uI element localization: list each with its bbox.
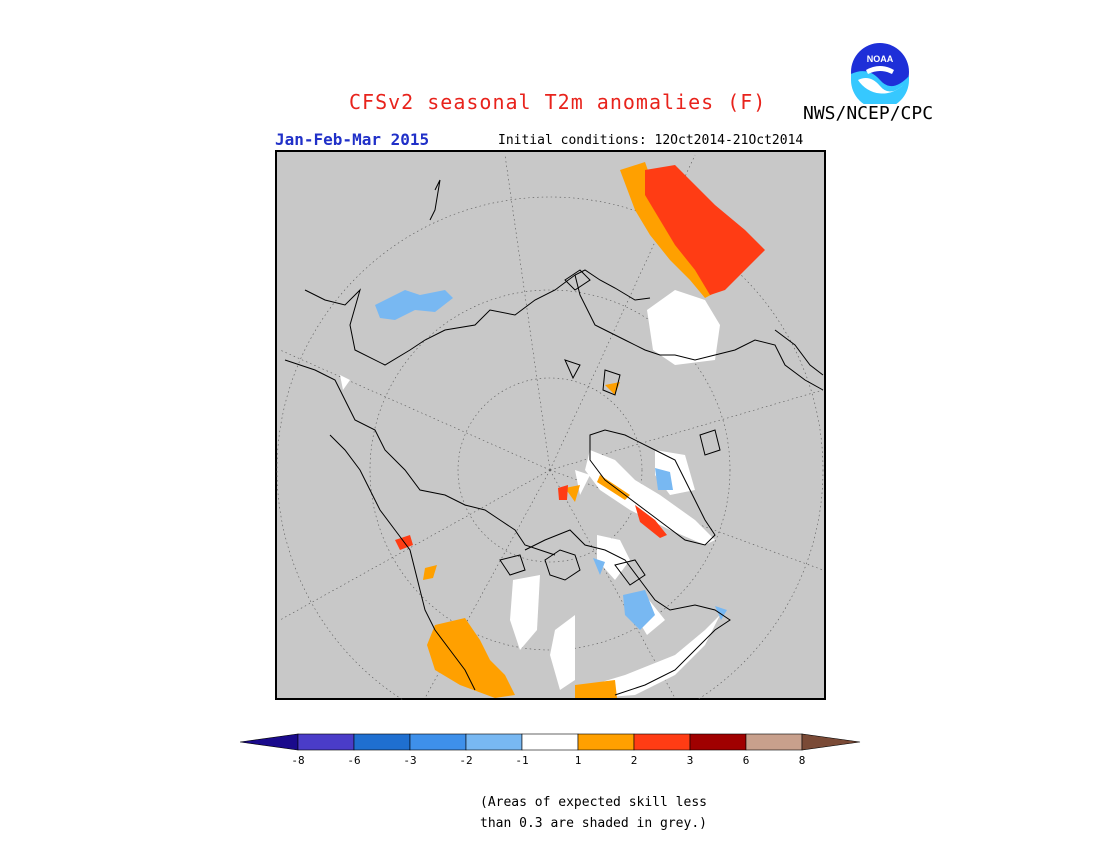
anomaly-area <box>645 165 765 295</box>
coastline <box>699 429 721 456</box>
anomaly-area <box>597 475 630 500</box>
coastlines <box>284 179 824 696</box>
anomaly-area <box>623 590 655 630</box>
coastline <box>304 269 651 366</box>
coastline <box>564 269 591 291</box>
anomaly-map <box>275 150 826 700</box>
colorbar-box <box>745 733 803 751</box>
coastline <box>589 429 716 546</box>
anomaly-area <box>550 615 575 690</box>
colorbar-label: -1 <box>515 754 528 767</box>
colorbar-label: 6 <box>743 754 750 767</box>
latitude-circle-mid <box>369 289 731 651</box>
colorbar-label: 1 <box>575 754 582 767</box>
colorbar-box <box>689 733 747 751</box>
logo-text: NOAA <box>867 54 894 64</box>
skill-note-line-2: than 0.3 are shaded in grey.) <box>480 816 707 831</box>
anomaly-area <box>655 468 673 490</box>
colorbar-box <box>577 733 635 751</box>
colorbar-box <box>409 733 467 751</box>
organization-label: NWS/NCEP/CPC <box>803 103 934 124</box>
anomaly-area <box>647 290 720 365</box>
color-legend: -8 -6 -3 -2 -1 1 2 3 6 8 <box>240 733 861 767</box>
colorbar-label: -2 <box>459 754 472 767</box>
anomaly-area <box>597 535 630 580</box>
anomaly-area <box>375 290 453 320</box>
anomaly-area <box>593 558 605 575</box>
colorbar-box <box>353 733 411 751</box>
colorbar-left-arrow <box>240 733 299 751</box>
anomaly-area <box>340 375 350 390</box>
anomaly-area <box>585 450 715 545</box>
colorbar-label: 2 <box>631 754 638 767</box>
season-label: Jan-Feb-Mar 2015 <box>275 130 430 149</box>
colorbar-box <box>297 733 355 751</box>
anomaly-area <box>558 485 568 500</box>
coastline <box>544 549 581 581</box>
latitude-circle-inner <box>457 377 643 563</box>
coastline <box>329 434 476 691</box>
page-title: CFSv2 seasonal T2m anomalies (F) <box>349 90 767 114</box>
coastline <box>429 179 441 221</box>
initial-conditions-label: Initial conditions: 12Oct2014-21Oct2014 <box>498 133 804 148</box>
coastline <box>564 359 581 380</box>
colorbar-label: -6 <box>347 754 360 767</box>
meridian <box>549 469 676 699</box>
coastline <box>614 559 646 586</box>
meridian <box>279 469 551 621</box>
anomaly-area <box>575 680 617 698</box>
coastline <box>284 359 556 556</box>
anomaly-area <box>635 505 667 538</box>
colorbar-label: -3 <box>403 754 416 767</box>
cold-anomaly-areas <box>375 290 727 630</box>
coastline <box>574 274 824 391</box>
coastline <box>602 369 621 396</box>
coastline <box>499 554 526 576</box>
anomaly-area <box>565 485 580 502</box>
skill-note-line-1: (Areas of expected skill less <box>480 795 707 810</box>
colorbar-box <box>633 733 691 751</box>
coastline <box>774 329 824 376</box>
colorbar-label: -8 <box>291 754 304 767</box>
latitude-circle-outer <box>276 196 824 700</box>
anomaly-area <box>423 565 437 580</box>
anomaly-area <box>510 575 540 650</box>
colorbar-box <box>521 733 579 751</box>
skill-note: (Areas of expected skill less than 0.3 a… <box>480 792 707 834</box>
anomaly-area <box>715 606 727 620</box>
colorbar-right-arrow <box>801 733 861 751</box>
anomaly-area <box>427 618 515 698</box>
colorbar-label: 8 <box>799 754 806 767</box>
coastline <box>524 529 731 696</box>
noaa-logo: NOAA <box>849 41 911 104</box>
strong-warm-anomaly-areas <box>395 165 765 550</box>
colorbar-box <box>465 733 523 751</box>
colorbar-label: 3 <box>687 754 694 767</box>
